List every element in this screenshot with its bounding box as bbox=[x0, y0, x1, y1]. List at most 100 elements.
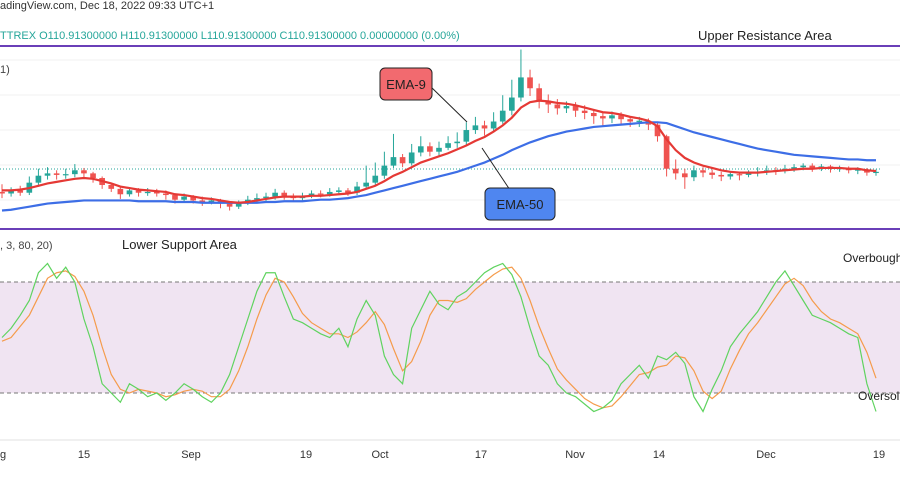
x-tick-label: 15 bbox=[78, 449, 90, 461]
candle-body bbox=[117, 188, 124, 195]
candle-body bbox=[681, 173, 688, 178]
candle-body bbox=[554, 104, 561, 109]
candle-body bbox=[190, 196, 197, 201]
candle-body bbox=[417, 146, 424, 153]
candle-body bbox=[144, 191, 151, 194]
x-tick-label: Dec bbox=[756, 449, 776, 461]
candle-body bbox=[263, 196, 269, 199]
ema-50-callout: EMA-50 bbox=[481, 147, 556, 221]
candle-body bbox=[0, 191, 5, 194]
candle-body bbox=[235, 203, 242, 207]
candle-body bbox=[427, 146, 433, 152]
candle-body bbox=[873, 171, 879, 174]
candle-body bbox=[472, 125, 479, 131]
ema-50-line bbox=[1, 121, 876, 212]
candle-body bbox=[35, 175, 42, 183]
candle-body bbox=[854, 169, 861, 171]
candle-body bbox=[308, 193, 315, 196]
candle-body bbox=[527, 77, 533, 89]
ema-9-callout: EMA-9 bbox=[379, 67, 468, 123]
x-tick-label: Sep bbox=[181, 449, 201, 461]
candle-body bbox=[745, 173, 752, 175]
candle-body bbox=[436, 147, 442, 152]
candle-body bbox=[463, 130, 470, 142]
stoch-k-line bbox=[1, 262, 877, 413]
candle-body bbox=[345, 190, 351, 193]
candle-body bbox=[399, 157, 406, 164]
candle-body bbox=[208, 200, 215, 203]
upper-resistance-label: Upper Resistance Area bbox=[698, 28, 832, 43]
chart-header-watermark: adingView.com, Dec 18, 2022 09:33 UTC+1 bbox=[0, 0, 215, 12]
candle-body bbox=[354, 186, 360, 193]
candle-body bbox=[199, 200, 206, 203]
stoch-params-label: , 3, 80, 20) bbox=[0, 240, 53, 252]
symbol-ohlc-line: TTREX O110.91300000 H110.91300000 L110.9… bbox=[0, 30, 460, 42]
candle-body bbox=[700, 170, 706, 173]
candle-body bbox=[736, 174, 743, 176]
ema-9-line bbox=[2, 99, 877, 204]
x-tick-label: 19 bbox=[873, 449, 885, 461]
candle-body bbox=[381, 165, 388, 176]
candle-body bbox=[135, 190, 142, 193]
candle-body bbox=[90, 173, 96, 179]
overbought-label: Overbough bbox=[843, 251, 900, 265]
candle-body bbox=[618, 115, 624, 120]
candle-body bbox=[408, 152, 415, 164]
candle-body bbox=[590, 113, 597, 117]
candle-body bbox=[536, 88, 542, 101]
candle-body bbox=[600, 116, 606, 119]
candle-body bbox=[545, 100, 552, 105]
candle-body bbox=[390, 157, 397, 166]
candle-body bbox=[172, 195, 178, 200]
ema-9-label: EMA-9 bbox=[386, 77, 426, 92]
x-tick-label: Oct bbox=[371, 449, 388, 461]
candle-body bbox=[326, 191, 333, 195]
candle-body bbox=[163, 193, 169, 196]
candle-body bbox=[691, 170, 697, 178]
candle-body bbox=[445, 143, 451, 148]
candle-body bbox=[254, 198, 260, 200]
candle-body bbox=[663, 136, 670, 169]
candle-body bbox=[226, 203, 233, 207]
candle-body bbox=[62, 174, 69, 176]
candle-body bbox=[336, 190, 342, 192]
stoch-d-line bbox=[1, 266, 877, 409]
x-tick-label: 19 bbox=[300, 449, 312, 461]
candle-body bbox=[518, 77, 524, 98]
candle-body bbox=[791, 167, 797, 169]
candle-body bbox=[718, 174, 725, 177]
candle-body bbox=[572, 106, 579, 111]
x-tick-label: 17 bbox=[475, 449, 487, 461]
candle-body bbox=[72, 170, 78, 175]
candle-body bbox=[272, 192, 278, 197]
candle-body bbox=[281, 192, 288, 196]
x-tick-label: g bbox=[0, 449, 6, 461]
candle-body bbox=[672, 168, 679, 174]
candle-body bbox=[509, 97, 515, 111]
candle-body bbox=[17, 190, 24, 193]
candle-body bbox=[317, 193, 324, 195]
x-axis-ticks: g 15 Sep 19 Oct 17 Nov 14 Dec 19 bbox=[0, 449, 885, 461]
candle-body bbox=[481, 125, 488, 129]
candle-body bbox=[563, 106, 570, 109]
ema-panel-tag: 1) bbox=[0, 64, 10, 76]
x-tick-label: 14 bbox=[653, 449, 665, 461]
candle-body bbox=[53, 173, 60, 175]
candle-body bbox=[809, 165, 816, 168]
candle-body bbox=[627, 119, 634, 122]
candle-body bbox=[581, 110, 588, 114]
candle-body bbox=[490, 121, 497, 129]
candle-body bbox=[654, 124, 661, 137]
lower-support-label: Lower Support Area bbox=[122, 237, 238, 252]
candle-body bbox=[499, 110, 506, 122]
candle-body bbox=[126, 190, 133, 195]
candle-body bbox=[44, 173, 51, 176]
candle-body bbox=[363, 182, 369, 187]
candle-body bbox=[8, 190, 14, 194]
oversold-label: Oversol bbox=[858, 389, 899, 403]
candle-body bbox=[636, 120, 643, 122]
candle-body bbox=[727, 174, 734, 177]
candle-body bbox=[108, 184, 115, 189]
